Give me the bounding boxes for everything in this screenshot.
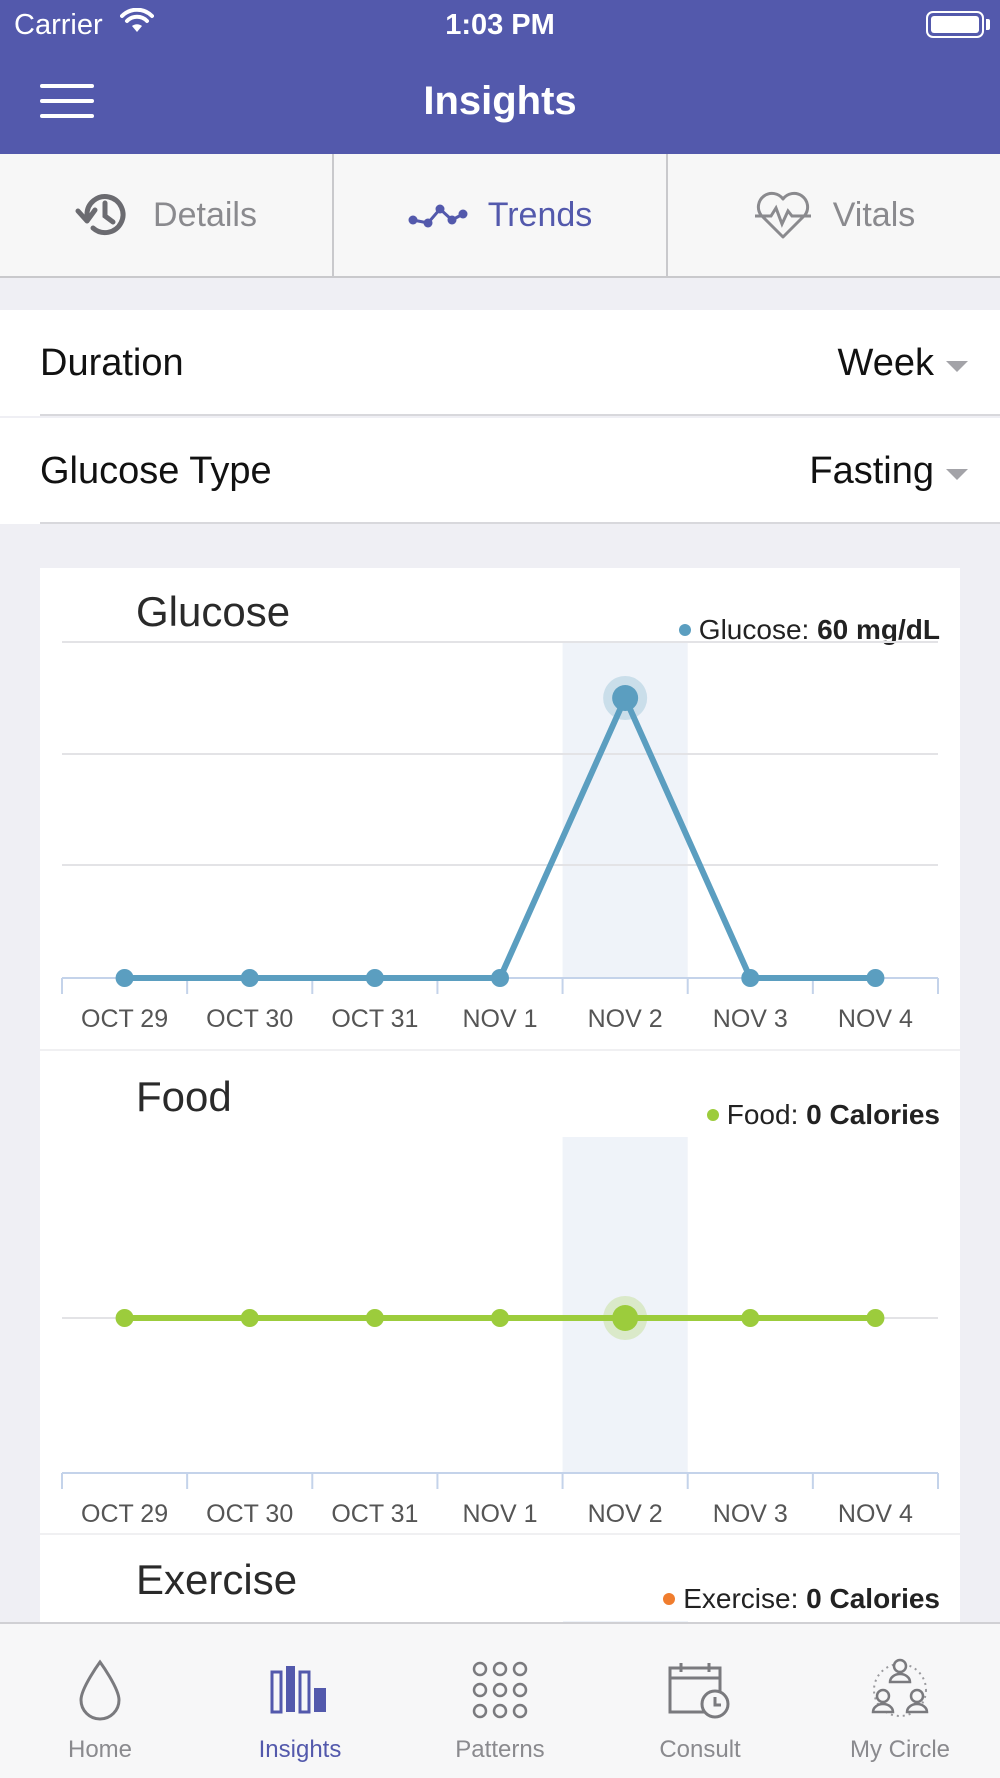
wifi-icon: [120, 8, 154, 32]
tab-vitals-label: Vitals: [832, 195, 916, 234]
food-legend-name: Food:: [726, 1099, 799, 1130]
tabbar-patterns-label: Patterns: [455, 1736, 545, 1763]
x-tick-label: NOV 2: [588, 1005, 663, 1033]
food-legend: Food: 0 Calories: [706, 1099, 940, 1131]
duration-selector[interactable]: Duration Week: [0, 310, 1000, 416]
tab-details-label: Details: [153, 195, 257, 234]
data-point: [866, 1309, 885, 1327]
insight-tabs: Details Trends Vitals: [0, 154, 1000, 278]
data-point: [240, 969, 259, 987]
history-icon: [75, 194, 126, 236]
glucose-legend-value: 60 mg/dL: [817, 614, 940, 645]
legend-dot: [706, 1108, 719, 1121]
people-circle-icon: [871, 1658, 929, 1717]
duration-label: Duration: [40, 342, 184, 384]
food-chart-title: Food: [136, 1073, 232, 1120]
page-title: Insights: [423, 79, 577, 123]
tabbar-insights-label: Insights: [258, 1736, 342, 1763]
x-tick-label: OCT 30: [206, 1500, 293, 1528]
tabbar-my-circle-label: My Circle: [850, 1736, 950, 1763]
tabbar-home[interactable]: Home: [0, 1624, 200, 1778]
tab-vitals[interactable]: Vitals: [668, 154, 1000, 276]
carrier-label: Carrier: [14, 9, 103, 41]
glucose-legend-name: Glucose:: [698, 614, 810, 645]
legend-dot: [663, 1592, 676, 1605]
data-point: [491, 1309, 509, 1327]
bar-chart-icon: [270, 1666, 326, 1714]
glucose-type-value: Fasting: [809, 450, 934, 492]
x-tick-label: NOV 4: [838, 1500, 913, 1528]
x-tick-label: OCT 30: [206, 1005, 293, 1033]
x-tick-label: NOV 1: [462, 1500, 537, 1528]
x-tick-label: OCT 31: [331, 1005, 418, 1033]
status-bar: Carrier 1:03 PM: [0, 0, 1000, 50]
bottom-tab-bar: Home Insights Patterns Consul: [0, 1622, 1000, 1778]
divider: [40, 414, 1000, 416]
glucose-legend: Glucose: 60 mg/dL: [678, 614, 940, 646]
data-point: [115, 969, 134, 987]
series-line: [124, 695, 876, 981]
duration-value: Week: [837, 342, 934, 384]
tab-trends-label: Trends: [487, 195, 593, 234]
tab-trends[interactable]: Trends: [334, 154, 668, 276]
hamburger-menu-icon[interactable]: [40, 84, 94, 118]
glucose-line-chart[interactable]: OCT 29 OCT 30 OCT 31 NOV 1 NOV 2 NOV 3 NOV 4: [40, 568, 960, 1051]
food-line-chart[interactable]: OCT 29 OCT 30 OCT 31 NOV 1 NOV 2 NOV 3 NOV 4: [40, 1053, 960, 1535]
chevron-down-icon: [946, 469, 968, 480]
x-tick-label: OCT 31: [331, 1500, 418, 1528]
battery-icon: [926, 11, 984, 38]
x-tick-label: NOV 2: [588, 1500, 663, 1528]
highlight-column: [562, 1137, 688, 1473]
chevron-down-icon: [946, 361, 968, 372]
data-point: [365, 969, 384, 987]
data-point: [240, 1309, 259, 1327]
data-point: [741, 1309, 760, 1327]
glucose-chart-title: Glucose: [136, 588, 291, 635]
drop-icon: [79, 1659, 121, 1721]
trend-line-icon: [408, 204, 468, 228]
x-tick-label: OCT 29: [81, 1005, 168, 1033]
dots-grid-icon: [472, 1661, 528, 1719]
x-tick-label: NOV 1: [462, 1005, 537, 1033]
tabbar-consult[interactable]: Consult: [600, 1624, 800, 1778]
calendar-clock-icon: [668, 1663, 730, 1719]
tabbar-home-label: Home: [67, 1736, 133, 1763]
exercise-legend: Exercise: 0 Calories: [663, 1583, 940, 1615]
exercise-chart-title: Exercise: [136, 1556, 298, 1603]
glucose-chart: Glucose Glucose: 60 mg/dL OCT 29 OCT 30 OC…: [40, 568, 960, 1051]
data-point-highlight: [612, 1305, 639, 1331]
x-tick-label: OCT 29: [81, 1500, 168, 1528]
data-point: [365, 1309, 384, 1327]
data-point-highlight: [612, 685, 639, 711]
tab-details[interactable]: Details: [0, 154, 334, 276]
highlight-column: [563, 1621, 688, 1622]
divider: [40, 522, 1000, 524]
food-chart: Food Food: 0 Calories OCT 29 OCT 30 OCT 31…: [40, 1053, 960, 1535]
tabbar-insights[interactable]: Insights: [200, 1624, 400, 1778]
food-legend-value: 0 Calories: [806, 1099, 940, 1130]
exercise-legend-value: 0 Calories: [806, 1583, 940, 1614]
exercise-chart: Exercise Exercise: 0 Calories: [40, 1537, 960, 1622]
tabbar-consult-label: Consult: [659, 1736, 741, 1763]
exercise-legend-name: Exercise:: [683, 1583, 799, 1614]
x-tick-label: NOV 3: [713, 1005, 788, 1033]
data-point: [491, 969, 509, 987]
charts-card: Glucose Glucose: 60 mg/dL OCT 29 OCT 30 OC…: [40, 568, 960, 1622]
heart-pulse-icon: [754, 191, 811, 239]
battery-tip: [986, 19, 990, 30]
x-tick-label: NOV 3: [713, 1500, 788, 1528]
tabbar-my-circle[interactable]: My Circle: [800, 1624, 1000, 1778]
legend-dot: [678, 623, 691, 636]
status-time: 1:03 PM: [445, 9, 555, 41]
x-tick-label: NOV 4: [838, 1005, 913, 1033]
glucose-type-label: Glucose Type: [40, 450, 272, 492]
glucose-type-selector[interactable]: Glucose Type Fasting: [0, 418, 1000, 524]
data-point: [115, 1309, 134, 1327]
data-point: [866, 969, 885, 987]
tabbar-patterns[interactable]: Patterns: [400, 1624, 600, 1778]
app-header: Carrier 1:03 PM Insights: [0, 0, 1000, 154]
data-point: [741, 969, 760, 987]
